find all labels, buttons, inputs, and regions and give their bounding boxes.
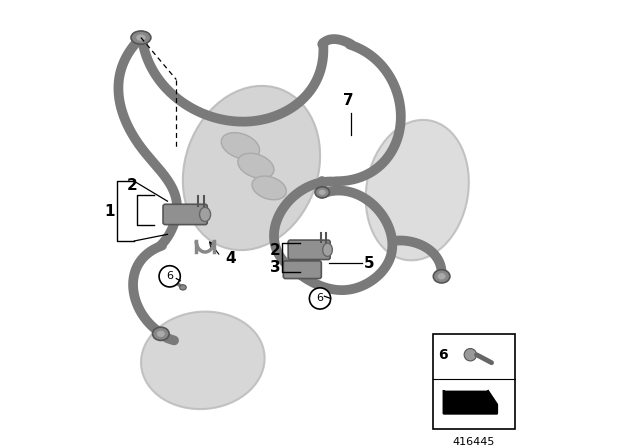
Ellipse shape	[323, 300, 330, 306]
Ellipse shape	[183, 86, 320, 250]
Text: 6: 6	[166, 271, 173, 281]
Ellipse shape	[152, 327, 169, 340]
FancyBboxPatch shape	[284, 261, 321, 279]
Ellipse shape	[136, 34, 146, 41]
Text: 6: 6	[438, 348, 447, 362]
Text: 5: 5	[364, 255, 375, 271]
Ellipse shape	[141, 312, 265, 409]
FancyBboxPatch shape	[163, 204, 207, 224]
Text: 6: 6	[317, 293, 323, 303]
Ellipse shape	[315, 187, 330, 198]
Ellipse shape	[438, 273, 445, 280]
Ellipse shape	[365, 120, 469, 260]
Ellipse shape	[131, 31, 151, 44]
Polygon shape	[444, 391, 497, 414]
Ellipse shape	[221, 133, 260, 159]
Text: 2: 2	[269, 243, 280, 258]
Ellipse shape	[238, 153, 274, 178]
Text: 7: 7	[344, 93, 354, 108]
Circle shape	[159, 266, 180, 287]
Ellipse shape	[323, 243, 332, 256]
Ellipse shape	[157, 331, 165, 337]
Ellipse shape	[433, 270, 450, 283]
Ellipse shape	[180, 285, 186, 290]
Text: 416445: 416445	[452, 437, 495, 447]
Text: 4: 4	[225, 251, 236, 266]
Text: 3: 3	[269, 260, 280, 275]
FancyBboxPatch shape	[288, 240, 330, 259]
Circle shape	[464, 349, 477, 361]
Circle shape	[309, 288, 331, 309]
Text: 2: 2	[127, 178, 138, 193]
Ellipse shape	[200, 207, 211, 221]
Ellipse shape	[319, 190, 326, 195]
Bar	[433, 334, 515, 429]
Ellipse shape	[252, 176, 286, 200]
Text: 1: 1	[105, 204, 115, 219]
